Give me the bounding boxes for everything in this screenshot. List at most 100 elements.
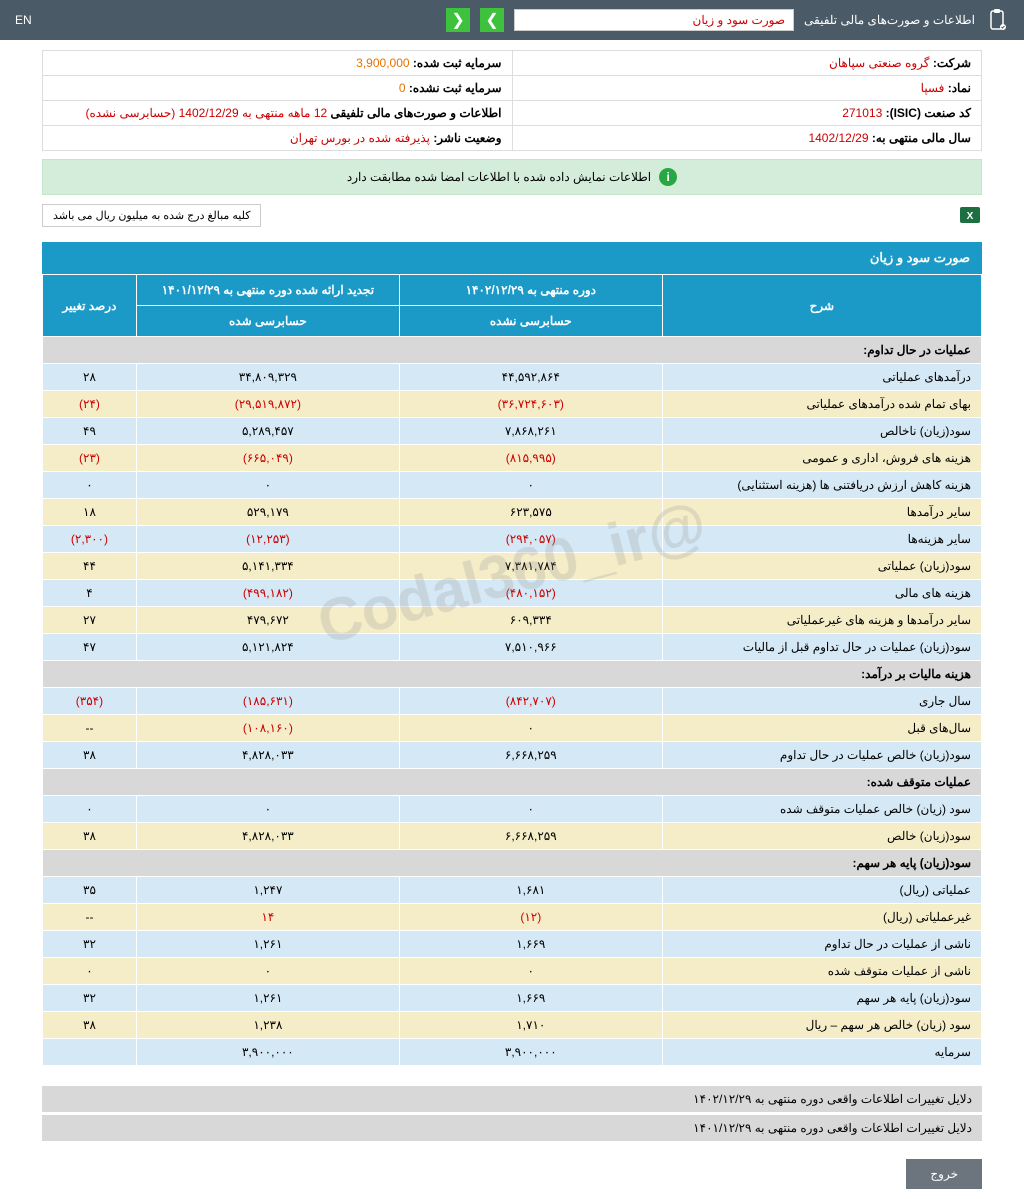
current-cell: (۱۲): [399, 904, 662, 931]
desc-cell: درآمدهای عملیاتی: [662, 364, 981, 391]
table-row: عملیاتی (ریال)۱,۶۸۱۱,۲۴۷۳۵: [43, 877, 982, 904]
current-cell: (۴۸۰,۱۵۲): [399, 580, 662, 607]
current-cell: ۱,۷۱۰: [399, 1012, 662, 1039]
current-cell: ۶,۶۶۸,۲۵۹: [399, 742, 662, 769]
section-header-row: عملیات در حال تداوم:: [43, 337, 982, 364]
sub-unaudited: حسابرسی نشده: [399, 306, 662, 337]
header-title: اطلاعات و صورت‌های مالی تلفیقی: [804, 13, 975, 27]
prev-cell: ۴,۸۲۸,۰۳۳: [136, 823, 399, 850]
desc-cell: بهای تمام شده درآمدهای عملیاتی: [662, 391, 981, 418]
report-dropdown[interactable]: صورت سود و زیان ▼: [514, 9, 794, 31]
nav-next-button[interactable]: ❯: [480, 8, 504, 32]
language-button[interactable]: EN: [15, 13, 32, 27]
change-cell: --: [43, 904, 137, 931]
table-row: سایر درآمدها و هزینه های غیرعملیاتی۶۰۹,۳…: [43, 607, 982, 634]
prev-cell: (۱۸۵,۶۳۱): [136, 688, 399, 715]
current-cell: ۰: [399, 958, 662, 985]
table-row: هزینه کاهش ارزش دریافتنی ها (هزینه استثن…: [43, 472, 982, 499]
change-cell: ۳۸: [43, 742, 137, 769]
prev-cell: ۰: [136, 796, 399, 823]
desc-cell: سایر هزینه‌ها: [662, 526, 981, 553]
capital-unreg-label: سرمایه ثبت نشده:: [409, 81, 502, 95]
desc-cell: سایر درآمدها: [662, 499, 981, 526]
capital-reg-value: 3,900,000: [356, 56, 409, 70]
change-cell: ۳۲: [43, 985, 137, 1012]
current-cell: ۱,۶۶۹: [399, 985, 662, 1012]
desc-cell: سود(زیان) عملیاتی: [662, 553, 981, 580]
section-header-row: سود(زیان) پایه هر سهم:: [43, 850, 982, 877]
table-row: غیرعملیاتی (ریال)(۱۲)۱۴--: [43, 904, 982, 931]
prev-cell: (۶۶۵,۰۴۹): [136, 445, 399, 472]
currency-note: کلیه مبالغ درج شده به میلیون ریال می باش…: [42, 204, 261, 227]
table-row: سال جاری(۸۴۲,۷۰۷)(۱۸۵,۶۳۱)(۳۵۴): [43, 688, 982, 715]
col-desc: شرح: [662, 275, 981, 337]
table-row: سایر درآمدها۶۲۳,۵۷۵۵۲۹,۱۷۹۱۸: [43, 499, 982, 526]
change-cell: (۲۳): [43, 445, 137, 472]
excel-export-icon[interactable]: X: [958, 203, 982, 227]
change-cell: ۴۷: [43, 634, 137, 661]
prev-cell: ۰: [136, 472, 399, 499]
exit-button[interactable]: خروج: [906, 1159, 982, 1189]
change-cell: --: [43, 715, 137, 742]
capital-unreg-value: 0: [399, 81, 406, 95]
capital-reg-label: سرمایه ثبت شده:: [413, 56, 502, 70]
change-cell: ۳۲: [43, 931, 137, 958]
change-cell: ۳۸: [43, 1012, 137, 1039]
current-cell: ۱,۶۶۹: [399, 931, 662, 958]
table-row: سود (زیان) خالص عملیات متوقف شده۰۰۰: [43, 796, 982, 823]
nav-prev-button[interactable]: ❮: [446, 8, 470, 32]
prev-cell: (۱۰۸,۱۶۰): [136, 715, 399, 742]
table-row: ناشی از عملیات متوقف شده۰۰۰: [43, 958, 982, 985]
prev-cell: ۳,۹۰۰,۰۰۰: [136, 1039, 399, 1066]
desc-cell: سود(زیان) پایه هر سهم: [662, 985, 981, 1012]
chevron-down-icon: ▼: [523, 15, 533, 26]
desc-cell: سود(زیان) عملیات در حال تداوم قبل از مال…: [662, 634, 981, 661]
table-row: هزینه های مالی(۴۸۰,۱۵۲)(۴۹۹,۱۸۲)۴: [43, 580, 982, 607]
desc-cell: سود (زیان) خالص عملیات متوقف شده: [662, 796, 981, 823]
desc-cell: سود (زیان) خالص هر سهم – ریال: [662, 1012, 981, 1039]
prev-cell: ۵,۲۸۹,۴۵۷: [136, 418, 399, 445]
current-cell: ۶,۶۶۸,۲۵۹: [399, 823, 662, 850]
prev-cell: ۱,۲۶۱: [136, 931, 399, 958]
table-title: صورت سود و زیان: [42, 242, 982, 274]
dropdown-text: صورت سود و زیان: [693, 13, 785, 27]
prev-cell: ۱,۲۳۸: [136, 1012, 399, 1039]
table-row: سود(زیان) عملیات در حال تداوم قبل از مال…: [43, 634, 982, 661]
current-cell: ۷,۵۱۰,۹۶۶: [399, 634, 662, 661]
table-row: سود (زیان) خالص هر سهم – ریال۱,۷۱۰۱,۲۳۸۳…: [43, 1012, 982, 1039]
change-cell: [43, 1039, 137, 1066]
sub-audited: حسابرسی شده: [136, 306, 399, 337]
desc-cell: سال‌های قبل: [662, 715, 981, 742]
table-row: سرمایه۳,۹۰۰,۰۰۰۳,۹۰۰,۰۰۰: [43, 1039, 982, 1066]
isic-label: کد صنعت (ISIC):: [886, 106, 971, 120]
company-value: گروه صنعتی سپاهان: [829, 56, 929, 70]
change-cell: (۲۴): [43, 391, 137, 418]
prev-cell: ۱,۲۶۱: [136, 985, 399, 1012]
company-info-table: شرکت: گروه صنعتی سپاهان سرمایه ثبت شده: …: [42, 50, 982, 151]
reason-row-2: دلایل تغییرات اطلاعات واقعی دوره منتهی ب…: [42, 1115, 982, 1141]
desc-cell: ناشی از عملیات در حال تداوم: [662, 931, 981, 958]
table-row: درآمدهای عملیاتی۴۴,۵۹۲,۸۶۴۳۴,۸۰۹,۳۲۹۲۸: [43, 364, 982, 391]
prev-cell: ۵,۱۲۱,۸۲۴: [136, 634, 399, 661]
fiscal-year-label: سال مالی منتهی به:: [872, 131, 971, 145]
table-row: سود(زیان) خالص۶,۶۶۸,۲۵۹۴,۸۲۸,۰۳۳۳۸: [43, 823, 982, 850]
section-header-row: هزینه مالیات بر درآمد:: [43, 661, 982, 688]
prev-cell: ۱,۲۴۷: [136, 877, 399, 904]
section-header-row: عملیات متوقف شده:: [43, 769, 982, 796]
desc-cell: هزینه های مالی: [662, 580, 981, 607]
clipboard-icon: [985, 8, 1009, 32]
desc-cell: غیرعملیاتی (ریال): [662, 904, 981, 931]
publisher-label: وضعیت ناشر:: [433, 131, 501, 145]
prev-cell: ۵,۱۴۱,۳۳۴: [136, 553, 399, 580]
message-text: اطلاعات نمایش داده شده با اطلاعات امضا ش…: [347, 170, 651, 184]
change-cell: ۰: [43, 796, 137, 823]
prev-cell: (۱۲,۲۵۳): [136, 526, 399, 553]
statements-value: 12 ماهه منتهی به 1402/12/29 (حسابرسی نشد…: [86, 106, 328, 120]
table-row: سایر هزینه‌ها(۲۹۴,۰۵۷)(۱۲,۲۵۳)(۲,۳۰۰): [43, 526, 982, 553]
publisher-value: پذیرفته شده در بورس تهران: [290, 131, 430, 145]
current-cell: ۰: [399, 796, 662, 823]
verification-message: i اطلاعات نمایش داده شده با اطلاعات امضا…: [42, 159, 982, 195]
prev-cell: ۳۴,۸۰۹,۳۲۹: [136, 364, 399, 391]
current-cell: ۰: [399, 715, 662, 742]
svg-text:X: X: [967, 211, 974, 222]
